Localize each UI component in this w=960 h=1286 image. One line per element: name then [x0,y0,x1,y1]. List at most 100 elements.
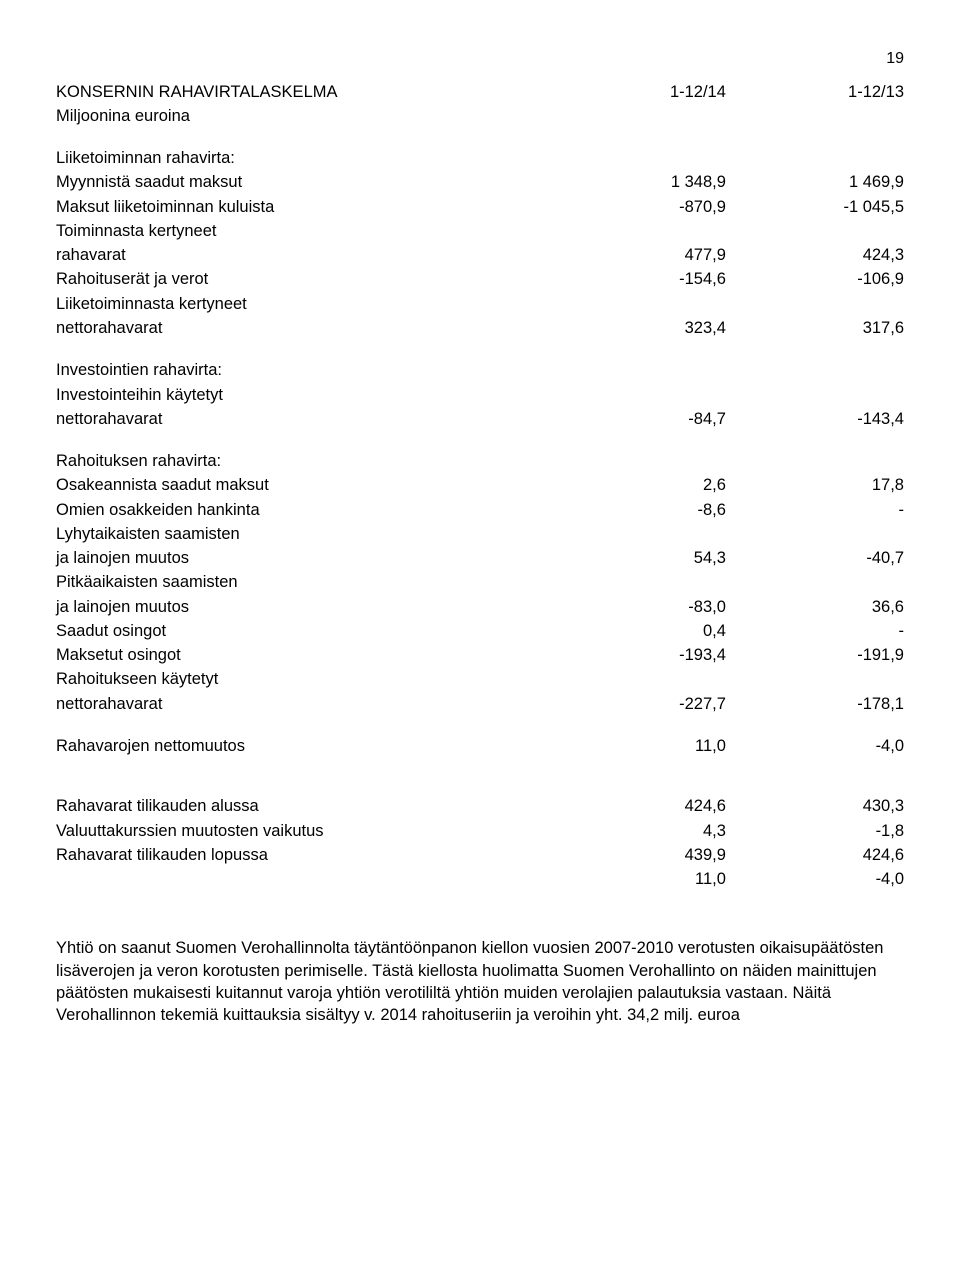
table-row: Rahavarojen nettomuutos11,0-4,0 [56,734,904,758]
row-value-1 [548,522,726,546]
page-number: 19 [56,48,904,70]
section-title-row: Rahoituksen rahavirta: [56,449,904,473]
row-label: Rahavarojen nettomuutos [56,734,548,758]
table-row: Osakeannista saadut maksut2,617,8 [56,473,904,497]
row-value-2: -178,1 [726,692,904,716]
table-row: Rahoitukseen käytetyt [56,667,904,691]
row-value-2 [726,358,904,382]
table-row: ja lainojen muutos-83,036,6 [56,595,904,619]
row-value-2: - [726,619,904,643]
row-value-2: 1 469,9 [726,170,904,194]
row-label: Liiketoiminnan rahavirta: [56,146,548,170]
row-value-2: -1 045,5 [726,195,904,219]
row-value-2 [726,292,904,316]
footnote-paragraph: Yhtiö on saanut Suomen Verohallinnolta t… [56,937,904,1026]
subtitle-row: Miljoonina euroina [56,104,904,128]
row-label: Lyhytaikaisten saamisten [56,522,548,546]
row-value-1: -193,4 [548,643,726,667]
row-label [56,867,548,891]
row-value-1 [548,292,726,316]
row-value-1: 4,3 [548,819,726,843]
row-label: Maksut liiketoiminnan kuluista [56,195,548,219]
row-value-2: 17,8 [726,473,904,497]
spacer-row [56,776,904,794]
table-row: Lyhytaikaisten saamisten [56,522,904,546]
cashflow-table: KONSERNIN RAHAVIRTALASKELMA1-12/141-12/1… [56,80,904,910]
row-value-2 [726,219,904,243]
spacer-row [56,128,904,146]
table-row: rahavarat477,9424,3 [56,243,904,267]
table-row: nettorahavarat323,4317,6 [56,316,904,340]
table-row: Saadut osingot0,4- [56,619,904,643]
row-value-2: -143,4 [726,407,904,431]
row-value-2 [726,667,904,691]
row-value-1: -227,7 [548,692,726,716]
row-label: Rahavarat tilikauden alussa [56,794,548,818]
row-label: ja lainojen muutos [56,546,548,570]
row-value-1: 1-12/14 [548,80,726,104]
row-label: KONSERNIN RAHAVIRTALASKELMA [56,80,548,104]
row-label: Pitkäaikaisten saamisten [56,570,548,594]
spacer-row [56,716,904,734]
table-row: Rahoituserät ja verot-154,6-106,9 [56,267,904,291]
row-value-1: -83,0 [548,595,726,619]
row-label: Rahoitukseen käytetyt [56,667,548,691]
row-label: Myynnistä saadut maksut [56,170,548,194]
table-row: Pitkäaikaisten saamisten [56,570,904,594]
row-value-1: 2,6 [548,473,726,497]
table-row: Toiminnasta kertyneet [56,219,904,243]
table-row: Liiketoiminnasta kertyneet [56,292,904,316]
row-label: rahavarat [56,243,548,267]
row-value-1 [548,570,726,594]
row-value-2: 36,6 [726,595,904,619]
row-value-2: -1,8 [726,819,904,843]
row-label: Rahoituksen rahavirta: [56,449,548,473]
row-label: Rahoituserät ja verot [56,267,548,291]
row-label: nettorahavarat [56,407,548,431]
row-value-1: 424,6 [548,794,726,818]
row-value-2 [726,522,904,546]
row-value-1 [548,383,726,407]
table-row: Valuuttakurssien muutosten vaikutus4,3-1… [56,819,904,843]
row-value-1 [548,358,726,382]
row-value-2: -40,7 [726,546,904,570]
row-label: Investointien rahavirta: [56,358,548,382]
spacer-row [56,340,904,358]
table-row: 11,0-4,0 [56,867,904,891]
row-value-1: 54,3 [548,546,726,570]
section-title-row: Investointien rahavirta: [56,358,904,382]
row-label: Osakeannista saadut maksut [56,473,548,497]
row-value-2 [726,449,904,473]
table-row: Omien osakkeiden hankinta-8,6- [56,498,904,522]
row-value-2: -191,9 [726,643,904,667]
table-row: nettorahavarat-84,7-143,4 [56,407,904,431]
row-value-2 [726,570,904,594]
row-label: Toiminnasta kertyneet [56,219,548,243]
row-label: nettorahavarat [56,692,548,716]
spacer-row [56,431,904,449]
row-value-1: 11,0 [548,734,726,758]
table-row: Maksut liiketoiminnan kuluista-870,9-1 0… [56,195,904,219]
row-value-2: -4,0 [726,734,904,758]
row-value-2 [726,146,904,170]
table-row: nettorahavarat-227,7-178,1 [56,692,904,716]
row-label: Saadut osingot [56,619,548,643]
row-value-1 [548,667,726,691]
row-label: nettorahavarat [56,316,548,340]
row-label: Investointeihin käytetyt [56,383,548,407]
table-row: Rahavarat tilikauden lopussa439,9424,6 [56,843,904,867]
row-value-1: 11,0 [548,867,726,891]
spacer-row [56,891,904,909]
row-value-2 [726,383,904,407]
row-value-2: - [726,498,904,522]
row-label: Valuuttakurssien muutosten vaikutus [56,819,548,843]
row-label: Omien osakkeiden hankinta [56,498,548,522]
row-value-2: 317,6 [726,316,904,340]
row-value-1 [548,219,726,243]
row-label: Maksetut osingot [56,643,548,667]
row-value-1: -8,6 [548,498,726,522]
row-value-2: -4,0 [726,867,904,891]
row-label: ja lainojen muutos [56,595,548,619]
row-value-1: -154,6 [548,267,726,291]
row-value-1: -84,7 [548,407,726,431]
